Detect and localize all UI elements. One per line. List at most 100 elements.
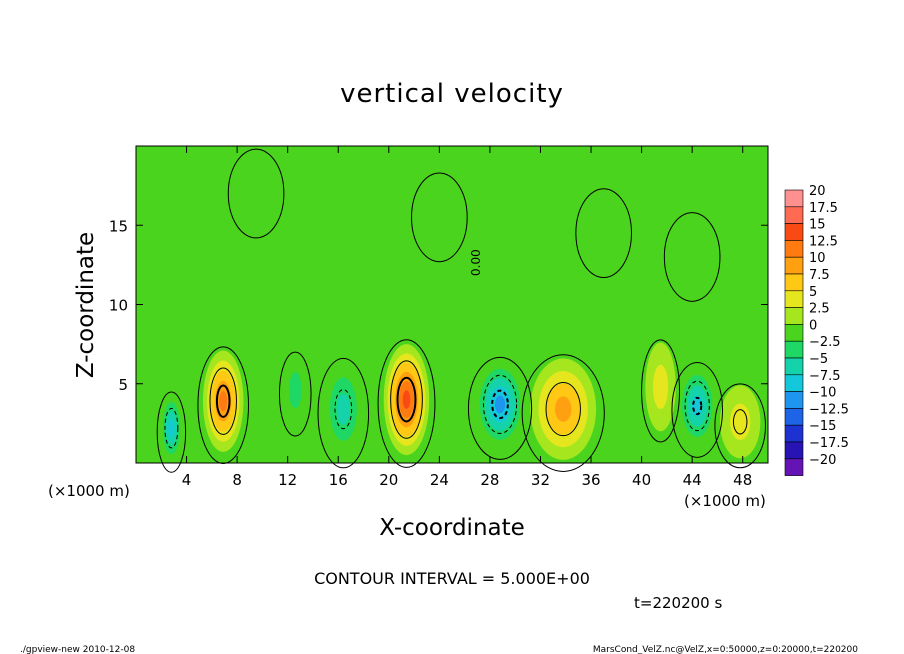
colorbar-band: [784, 324, 804, 342]
colorbar-level-label: 0: [809, 318, 817, 333]
colorbar-level-label: 10: [809, 251, 826, 266]
contour-cell-6-1: [545, 382, 581, 437]
zero-contour-5: [467, 356, 533, 460]
zero-contour-4: [377, 339, 436, 468]
x-tick-label: 48: [733, 471, 752, 489]
zero-contour-8: [671, 362, 723, 458]
colorbar-band: [784, 273, 804, 292]
velocity-cell-4-level-5: [402, 390, 411, 409]
y-tick-label: 15: [109, 217, 128, 235]
colorbar-level-label: −10: [809, 386, 836, 401]
colorbar-level-label: 20: [809, 184, 826, 199]
colorbar-band: [784, 307, 804, 325]
contour-cell-4-1: [390, 360, 423, 439]
x-tick-label: 40: [632, 471, 651, 489]
colorbar-level-label: 7.5: [809, 268, 830, 283]
colorbar-band: [784, 357, 804, 376]
contour-cell-8-1: [684, 380, 710, 432]
zero-contour-3: [317, 357, 370, 469]
velocity-cell-6-level-3: [555, 396, 572, 422]
time-text: t=220200 s: [634, 594, 722, 612]
contour-cell-5-1: [482, 374, 518, 434]
colorbar-band: [784, 408, 804, 426]
velocity-cell-2-level-1: [288, 371, 302, 409]
contour-cell-8-2: [692, 396, 703, 416]
zero-contour-7: [641, 339, 681, 443]
colorbar-level-label: 2.5: [809, 302, 830, 317]
y-axis-ticks: 5 10 15: [109, 217, 768, 394]
colorbar-band: [784, 189, 804, 208]
upper-contour-1: [411, 172, 468, 263]
upper-contour-3: [663, 212, 721, 302]
colorbar-band: [784, 206, 804, 224]
footer-right: MarsCond_VelZ.nc@VelZ,x=0:50000,z=0:2000…: [593, 645, 858, 654]
contour-cell-9-1: [732, 409, 748, 435]
colorbar-level-label: 12.5: [809, 234, 838, 249]
colorbar-band: [784, 391, 804, 409]
colorbar-band: [784, 374, 804, 392]
colorbar-band: [784, 256, 804, 275]
y-unit-label: (×1000 m): [48, 482, 130, 500]
contour-interval-text: CONTOUR INTERVAL = 5.000E+00: [314, 569, 590, 588]
y-tick-label: 5: [118, 376, 128, 394]
zero-contour-6: [521, 354, 605, 472]
colorbar-level-label: −17.5: [809, 436, 849, 451]
colorbar-band: [784, 223, 804, 241]
chart-title: vertical velocity: [340, 79, 564, 109]
y-tick-label: 10: [109, 297, 128, 315]
colorbar-band: [784, 441, 804, 460]
colorbar-level-label: 15: [809, 218, 826, 233]
zero-contour-1: [197, 346, 249, 465]
x-tick-label: 32: [531, 471, 550, 489]
velocity-cell-7-level-1: [652, 364, 669, 410]
x-tick-label: 20: [379, 471, 398, 489]
colorbar-level-label: 17.5: [809, 201, 838, 216]
contour-cell-4-2: [396, 376, 417, 423]
x-axis-ticks: 4 8 12 16 20 24 28 32 36 40 44 48: [182, 146, 752, 489]
x-tick-label: 16: [329, 471, 348, 489]
colorbar-band: [784, 290, 804, 308]
x-tick-label: 28: [480, 471, 499, 489]
colorbar-level-label: −20: [809, 453, 836, 468]
colorbar-level-label: −2.5: [809, 335, 841, 350]
x-tick-label: 44: [683, 471, 702, 489]
colorbar-level-label: −5: [809, 352, 828, 367]
footer-left: ./gpview-new 2010-12-08: [20, 645, 135, 654]
colorbar-band: [784, 424, 804, 443]
colorbar-band: [784, 340, 804, 359]
x-tick-label: 24: [430, 471, 449, 489]
velocity-cell-9-level-1: [730, 403, 751, 441]
upper-contour-2: [575, 188, 632, 279]
zero-contour-9: [714, 383, 766, 469]
zero-contour-0: [156, 391, 187, 473]
x-tick-label: 36: [581, 471, 600, 489]
velocity-cell-3-level-2: [336, 393, 351, 425]
contour-cell-1-1: [209, 367, 237, 435]
contour-cell-1-2: [215, 384, 231, 418]
x-tick-label: 12: [278, 471, 297, 489]
velocity-cell-5-level-4: [494, 395, 506, 414]
contour-cell-0-1: [164, 407, 179, 449]
contour-label: 0.00: [469, 249, 483, 276]
contour-cell-3-1: [334, 389, 353, 430]
colorbar-level-label: −15: [809, 419, 836, 434]
x-unit-label: (×1000 m): [684, 492, 766, 510]
colorbar-level-label: 5: [809, 285, 817, 300]
y-axis-label: Z-coordinate: [73, 232, 99, 378]
velocity-cell-1-level-4: [219, 391, 228, 412]
velocity-cell-0-level-3: [168, 419, 175, 437]
upper-contour-0: [227, 148, 285, 239]
colorbar-level-label: −12.5: [809, 402, 849, 417]
colorbar-level-label: −7.5: [809, 369, 841, 384]
x-tick-label: 4: [182, 471, 192, 489]
colorbar-band: [784, 458, 804, 476]
x-tick-label: 8: [232, 471, 242, 489]
x-axis-label: X-coordinate: [379, 515, 525, 541]
colorbar-band: [784, 240, 804, 258]
zero-contour-2: [278, 351, 312, 437]
contour-lines: 0.00: [156, 148, 766, 473]
contour-cell-5-2: [491, 389, 509, 420]
